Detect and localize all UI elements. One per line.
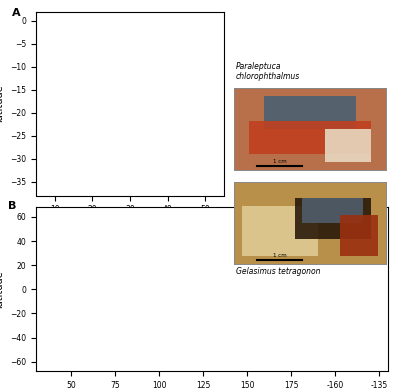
- Bar: [295, 198, 371, 239]
- Bar: [302, 198, 363, 223]
- Bar: [242, 206, 318, 256]
- Text: 1 cm: 1 cm: [273, 253, 286, 258]
- Text: Paraleptuca
chlorophthalmus: Paraleptuca chlorophthalmus: [236, 61, 300, 81]
- Text: 1 cm: 1 cm: [273, 160, 286, 164]
- X-axis label: longitude: longitude: [107, 220, 153, 230]
- Text: B: B: [8, 201, 16, 211]
- Text: A: A: [12, 8, 20, 18]
- Bar: [264, 96, 356, 129]
- Y-axis label: latitude: latitude: [0, 85, 4, 122]
- Text: Gelasimus tetragonon: Gelasimus tetragonon: [236, 267, 320, 276]
- Y-axis label: latitude: latitude: [0, 271, 4, 308]
- Bar: [340, 215, 378, 256]
- Bar: [325, 129, 371, 162]
- Bar: [249, 121, 371, 154]
